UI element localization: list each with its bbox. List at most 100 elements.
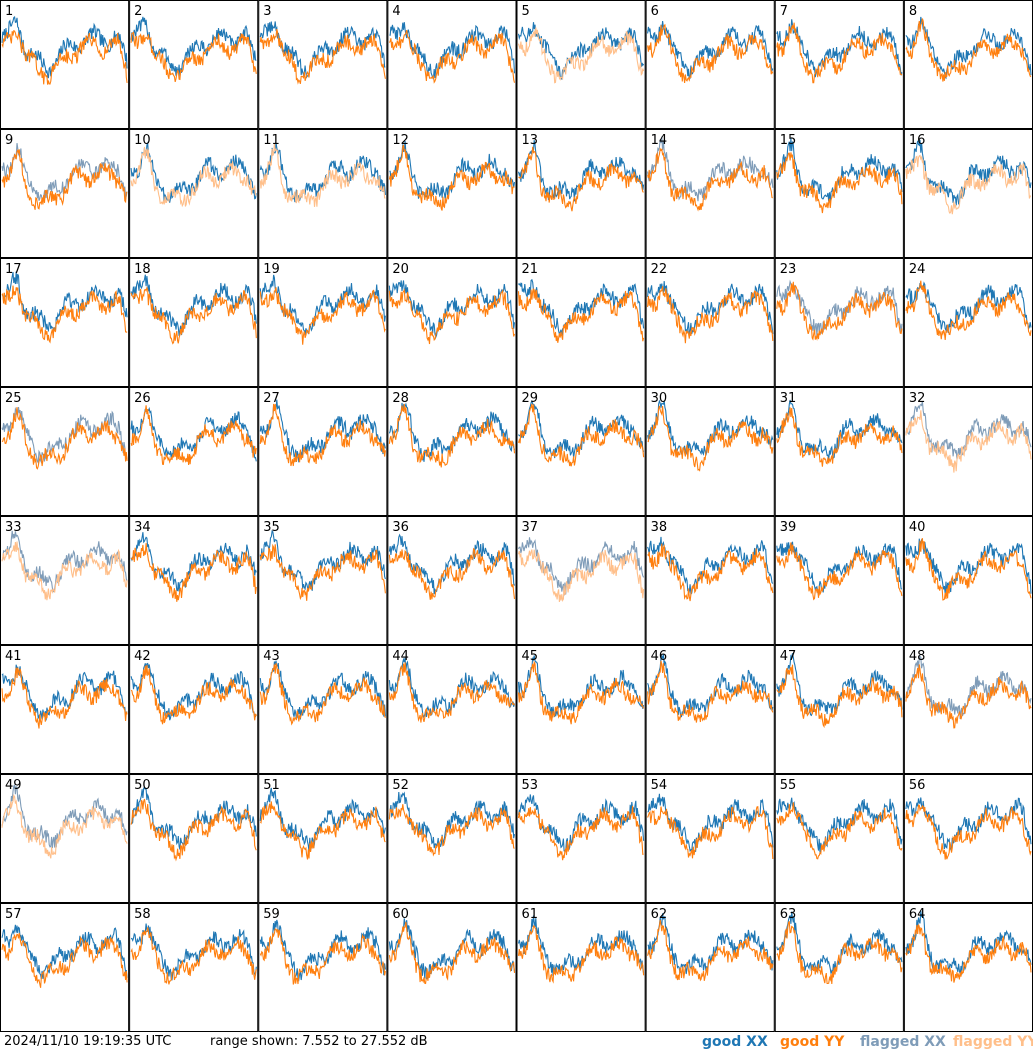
panel-1: 1 (0, 0, 130, 129)
panel-47: 47 (774, 645, 904, 774)
panel-frame (387, 258, 517, 387)
panel-label: 19 (263, 262, 280, 277)
panel-8: 8 (903, 0, 1033, 129)
panel-label: 30 (651, 391, 668, 406)
panel-frame (0, 903, 130, 1032)
panel-frame (516, 645, 646, 774)
panel-label: 62 (651, 907, 668, 922)
series-yy-good (647, 543, 774, 602)
panel-46: 46 (645, 645, 775, 774)
series-yy-good (905, 924, 1032, 983)
panel-6: 6 (645, 0, 775, 129)
panel-frame (903, 903, 1033, 1032)
panel-frame (645, 645, 775, 774)
series-xx-good (130, 141, 257, 203)
series-yy-good (647, 405, 774, 472)
series-yy-good (905, 18, 1032, 82)
panel-3: 3 (258, 0, 388, 129)
panel-label: 45 (522, 649, 539, 664)
series-yy-good (518, 146, 644, 212)
panel-label: 33 (5, 520, 22, 535)
series-xx-flagged (776, 279, 903, 337)
panel-frame (258, 903, 388, 1032)
series-xx-good (905, 538, 1032, 595)
panel-frame (129, 903, 259, 1032)
series-yy-good (1, 149, 128, 210)
panel-21: 21 (516, 258, 646, 387)
series-xx-good (776, 19, 903, 78)
panel-frame (903, 129, 1033, 258)
panel-51: 51 (258, 774, 388, 903)
series-xx-good (647, 913, 774, 975)
panel-34: 34 (129, 516, 259, 645)
panel-23: 23 (774, 258, 904, 387)
series-xx-good (259, 529, 386, 591)
series-yy-good (388, 288, 516, 345)
panel-10: 10 (129, 129, 259, 258)
panel-frame (903, 387, 1033, 516)
panel-label: 22 (651, 262, 668, 277)
panel-label: 6 (651, 4, 659, 19)
series-xx-good (776, 797, 903, 853)
panel-13: 13 (516, 129, 646, 258)
series-yy-good (388, 144, 515, 211)
panel-35: 35 (258, 516, 388, 645)
series-yy-good (259, 403, 386, 467)
panel-label: 47 (780, 649, 797, 664)
series-xx-flagged (905, 655, 1032, 720)
series-yy-good (130, 665, 257, 725)
series-xx-good (130, 532, 257, 592)
panel-label: 42 (134, 649, 151, 664)
series-yy-flagged (130, 146, 257, 208)
panel-label: 20 (392, 262, 409, 277)
legend-good-yy: good YY (780, 1034, 845, 1050)
series-xx-good (388, 280, 516, 339)
series-yy-good (259, 543, 386, 601)
panel-frame (258, 645, 388, 774)
series-yy-good (388, 403, 516, 468)
series-xx-good (389, 22, 516, 80)
panel-frame (645, 774, 775, 903)
panel-frame (516, 258, 646, 387)
panel-frame (0, 516, 130, 645)
panel-frame (387, 387, 517, 516)
panel-26: 26 (129, 387, 259, 516)
panel-label: 25 (5, 391, 22, 406)
panel-label: 48 (909, 649, 926, 664)
panel-frame (258, 258, 388, 387)
series-yy-good (130, 405, 257, 466)
panel-frame (258, 0, 388, 129)
panel-38: 38 (645, 516, 775, 645)
panel-label: 55 (780, 778, 797, 793)
panel-label: 63 (780, 907, 797, 922)
series-yy-good (130, 31, 257, 83)
series-xx-good (259, 919, 386, 982)
panel-label: 53 (522, 778, 539, 793)
panel-frame (774, 387, 904, 516)
series-yy-good (130, 798, 257, 862)
panel-label: 1 (5, 4, 13, 19)
series-xx-good (388, 533, 516, 595)
panel-32: 32 (903, 387, 1033, 516)
panel-label: 10 (134, 133, 151, 148)
series-xx-flagged (518, 537, 645, 596)
panel-label: 60 (392, 907, 409, 922)
series-xx-flagged (1, 530, 128, 593)
series-yy-good (905, 664, 1032, 729)
panel-label: 44 (392, 649, 409, 664)
footer-bar: 2024/11/10 19:19:35 UTC range shown: 7.5… (0, 1032, 1033, 1053)
series-xx-good (647, 536, 774, 596)
panel-4: 4 (387, 0, 517, 129)
panel-frame (258, 774, 388, 903)
panel-frame (774, 516, 904, 645)
panel-64: 64 (903, 903, 1033, 1032)
panel-frame (258, 516, 388, 645)
panel-label: 4 (392, 4, 400, 19)
series-yy-good (776, 542, 903, 601)
panel-50: 50 (129, 774, 259, 903)
panel-frame (774, 645, 904, 774)
panel-label: 32 (909, 391, 926, 406)
series-yy-good (647, 286, 774, 344)
panel-37: 37 (516, 516, 646, 645)
panel-frame (774, 129, 904, 258)
